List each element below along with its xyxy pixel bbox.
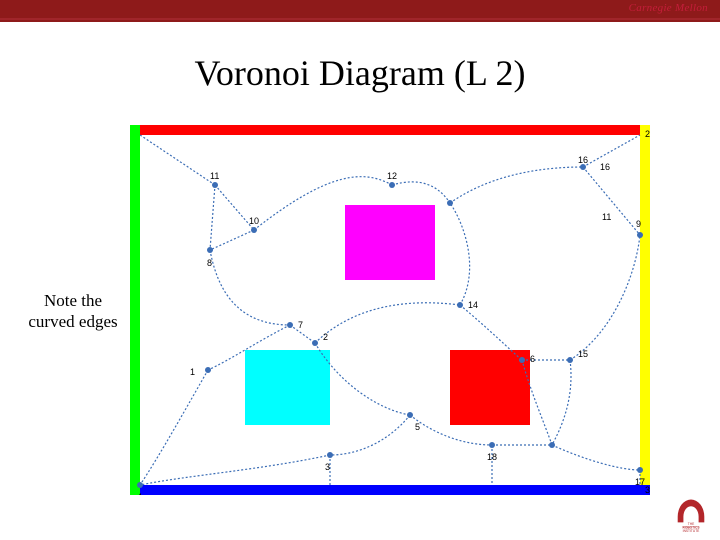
node-label: 7 <box>298 320 303 330</box>
node-label: 6 <box>530 354 535 364</box>
voronoi-node <box>447 200 453 206</box>
node-label: 2 <box>323 332 328 342</box>
voronoi-node <box>567 357 573 363</box>
voronoi-node <box>489 442 495 448</box>
obstacle-red <box>450 350 530 425</box>
node-label: 11 <box>210 171 219 181</box>
node-label: 10 <box>249 216 259 226</box>
node-label: 17 <box>635 477 645 487</box>
voronoi-diagram: 1234567891011121415161718231611 <box>130 125 650 495</box>
node-label: 15 <box>578 349 588 359</box>
voronoi-node <box>389 182 395 188</box>
voronoi-edge <box>210 250 290 325</box>
voronoi-edge <box>210 185 215 250</box>
voronoi-edge <box>315 303 460 343</box>
voronoi-node <box>519 357 525 363</box>
border-right <box>640 125 650 495</box>
node-label: 16 <box>578 155 588 165</box>
node-label: 14 <box>468 300 478 310</box>
voronoi-node <box>312 340 318 346</box>
node-label: 5 <box>415 422 420 432</box>
voronoi-node <box>205 367 211 373</box>
side-label: 16 <box>600 162 610 172</box>
voronoi-node <box>207 247 213 253</box>
voronoi-node <box>549 442 555 448</box>
obstacle-magenta <box>345 205 435 280</box>
svg-text:INSTITUTE: INSTITUTE <box>683 529 700 532</box>
node-label: 3 <box>325 462 330 472</box>
side-annotation: Note the curved edges <box>28 290 118 333</box>
voronoi-edge <box>140 135 215 185</box>
voronoi-edge <box>583 167 640 235</box>
voronoi-edge <box>330 415 410 455</box>
side-label: 11 <box>602 212 611 222</box>
node-label: 4 <box>137 492 142 495</box>
voronoi-edge <box>210 230 254 250</box>
diagram-svg: 1234567891011121415161718231611 <box>130 125 650 495</box>
voronoi-edge <box>552 445 640 470</box>
node-label: 18 <box>487 452 497 462</box>
voronoi-edge <box>140 455 330 485</box>
header-bar: Carnegie Mellon <box>0 0 720 22</box>
voronoi-node <box>251 227 257 233</box>
voronoi-edge <box>552 360 571 445</box>
corner-label: 3 <box>645 485 650 495</box>
border-top <box>130 125 650 135</box>
node-label: 9 <box>636 219 641 229</box>
voronoi-node <box>457 302 463 308</box>
robotics-institute-logo: THE ROBOTICS INSTITUTE <box>672 488 710 532</box>
header-accent-line <box>0 18 720 20</box>
voronoi-edge <box>392 182 450 203</box>
corner-label: 2 <box>645 129 650 139</box>
obstacle-cyan <box>245 350 330 425</box>
voronoi-node <box>137 482 143 488</box>
university-wordmark: Carnegie Mellon <box>629 2 708 14</box>
voronoi-node <box>407 412 413 418</box>
voronoi-edge <box>570 235 640 360</box>
voronoi-edge <box>140 370 208 485</box>
border-bottom <box>130 485 650 495</box>
voronoi-edge <box>450 203 470 305</box>
voronoi-node <box>637 467 643 473</box>
voronoi-edge <box>583 135 640 167</box>
node-label: 1 <box>190 367 195 377</box>
node-label: 12 <box>387 171 397 181</box>
node-label: 8 <box>207 258 212 268</box>
border-left <box>130 125 140 495</box>
voronoi-node <box>637 232 643 238</box>
voronoi-node <box>287 322 293 328</box>
page-title: Voronoi Diagram (L 2) <box>0 52 720 94</box>
voronoi-edge <box>450 167 583 203</box>
voronoi-node <box>327 452 333 458</box>
voronoi-node <box>212 182 218 188</box>
